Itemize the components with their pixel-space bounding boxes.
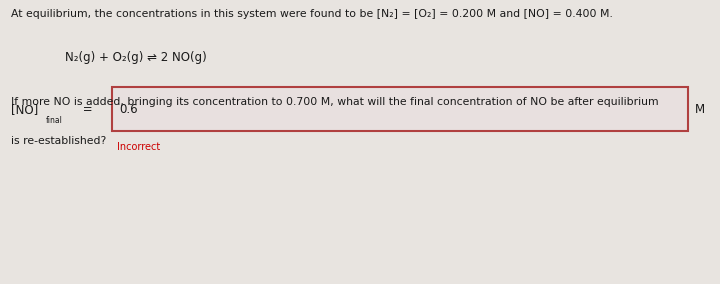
FancyBboxPatch shape <box>112 87 688 131</box>
Text: 0.6: 0.6 <box>119 103 138 116</box>
Text: =: = <box>79 103 93 116</box>
Text: M: M <box>695 103 705 116</box>
Text: Incorrect: Incorrect <box>117 142 161 152</box>
Text: At equilibrium, the concentrations in this system were found to be [N₂] = [O₂] =: At equilibrium, the concentrations in th… <box>11 9 613 18</box>
Text: If more NO is added, bringing its concentration to 0.700 M, what will the final : If more NO is added, bringing its concen… <box>11 97 658 106</box>
Text: final: final <box>45 116 62 125</box>
Text: [NO]: [NO] <box>11 103 38 116</box>
Text: is re-established?: is re-established? <box>11 136 106 146</box>
Text: N₂(g) + O₂(g) ⇌ 2 NO(g): N₂(g) + O₂(g) ⇌ 2 NO(g) <box>65 51 207 64</box>
